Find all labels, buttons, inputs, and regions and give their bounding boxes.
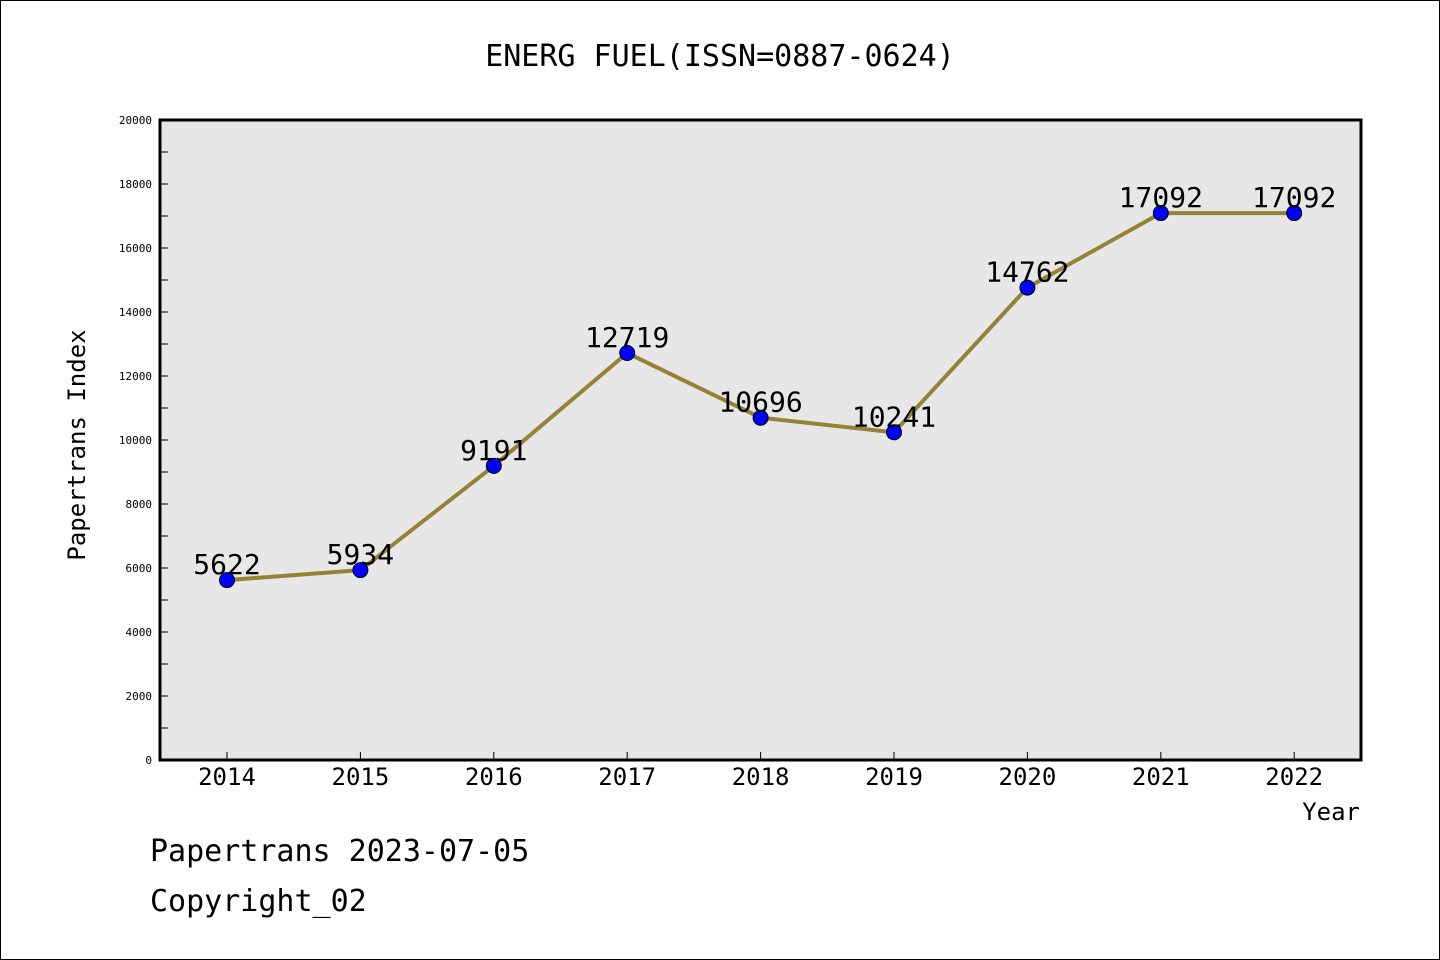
chart-title: ENERG FUEL(ISSN=0887-0624) (485, 39, 955, 74)
data-point (1019, 279, 1036, 296)
y-tick-label: 20000 (119, 114, 152, 127)
data-points (219, 205, 1303, 589)
x-tick-label: 2022 (1265, 763, 1323, 791)
data-label: 12719 (585, 321, 669, 354)
data-label: 5934 (327, 538, 394, 571)
y-tick-label: 16000 (119, 242, 152, 255)
data-label: 10696 (718, 386, 802, 419)
data-label: 9191 (460, 434, 527, 467)
x-axis-label: Year (1302, 798, 1360, 826)
x-tick-label: 2016 (465, 763, 523, 791)
x-tick-label: 2020 (999, 763, 1057, 791)
x-tick-label: 2017 (598, 763, 656, 791)
x-tick-label: 2021 (1132, 763, 1190, 791)
y-tick-label: 6000 (126, 562, 153, 575)
data-point (619, 344, 636, 361)
y-tick-label: 0 (145, 754, 152, 767)
y-tick-label: 2000 (126, 690, 153, 703)
data-label: 17092 (1119, 181, 1203, 214)
plot-area (158, 118, 1363, 762)
data-point (1152, 205, 1169, 222)
footer-date: Papertrans 2023-07-05 (150, 834, 530, 869)
data-label: 14762 (985, 256, 1069, 289)
data-point (886, 424, 902, 441)
x-tick-label: 2015 (332, 763, 390, 791)
y-tick-label: 8000 (126, 498, 153, 511)
y-tick-label: 18000 (119, 178, 152, 191)
x-tick-label: 2014 (198, 763, 256, 791)
x-tick-label: 2018 (732, 763, 790, 791)
x-axis: 2014 2015 2016 2017 2018 2019 2020 2021 2022 (198, 752, 1323, 791)
x-tick-label: 2019 (865, 763, 923, 791)
data-labels: 5622 5934 9191 12719 10696 10241 14762 17092 170… (193, 181, 1336, 581)
data-label: 17092 (1252, 181, 1336, 214)
y-tick-label: 4000 (126, 626, 153, 639)
y-tick-label: 10000 (119, 434, 152, 447)
data-point (219, 572, 235, 589)
y-axis: 0 2000 4000 6000 8000 10000 12000 14000 16000 180… (119, 114, 168, 767)
y-tick-label: 12000 (119, 370, 152, 383)
footer-copyright: Copyright_02 (150, 884, 367, 919)
data-point (352, 562, 369, 579)
data-point (752, 409, 769, 426)
data-point (485, 457, 502, 474)
data-label: 10241 (852, 400, 936, 433)
y-axis-label: Papertrans Index (63, 329, 91, 560)
data-label: 5622 (193, 548, 260, 581)
y-tick-label: 14000 (119, 306, 152, 319)
data-point (1286, 205, 1303, 222)
